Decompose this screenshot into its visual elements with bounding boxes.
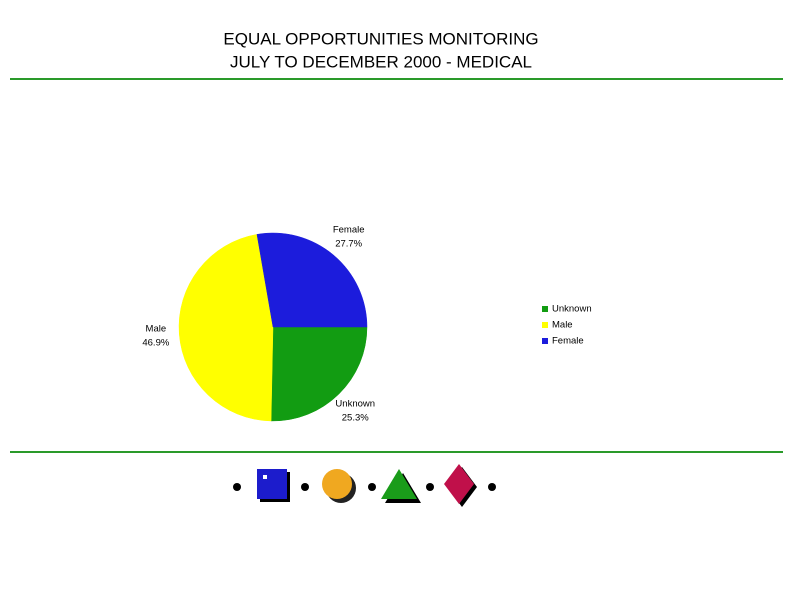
slice-value-label: 25.3% [342, 412, 369, 423]
chart-subtitle: JULY TO DECEMBER 2000 - MEDICAL [230, 52, 532, 71]
legend-swatch [542, 338, 548, 344]
legend: Unknown Male Female [542, 304, 592, 347]
legend-swatch [542, 322, 548, 328]
pie-slice [178, 234, 274, 422]
slice-value-label: 46.9% [142, 337, 169, 348]
pie-slice [270, 326, 368, 422]
legend-swatch [542, 306, 548, 312]
legend-label: Male [552, 320, 573, 331]
legend-label: Unknown [552, 304, 592, 315]
slice-label: Male [146, 323, 167, 334]
chart-title: EQUAL OPPORTUNITIES MONITORING [223, 29, 538, 48]
legend-label: Female [552, 336, 584, 347]
slice-label: Unknown [335, 398, 375, 409]
slice-label: Female [333, 225, 365, 236]
pie: Unknown 25.3% Male 46.9% Female 27.7% [142, 225, 375, 424]
pie-slice [256, 232, 368, 328]
slice-value-label: 27.7% [335, 239, 362, 250]
decoration [233, 464, 496, 507]
